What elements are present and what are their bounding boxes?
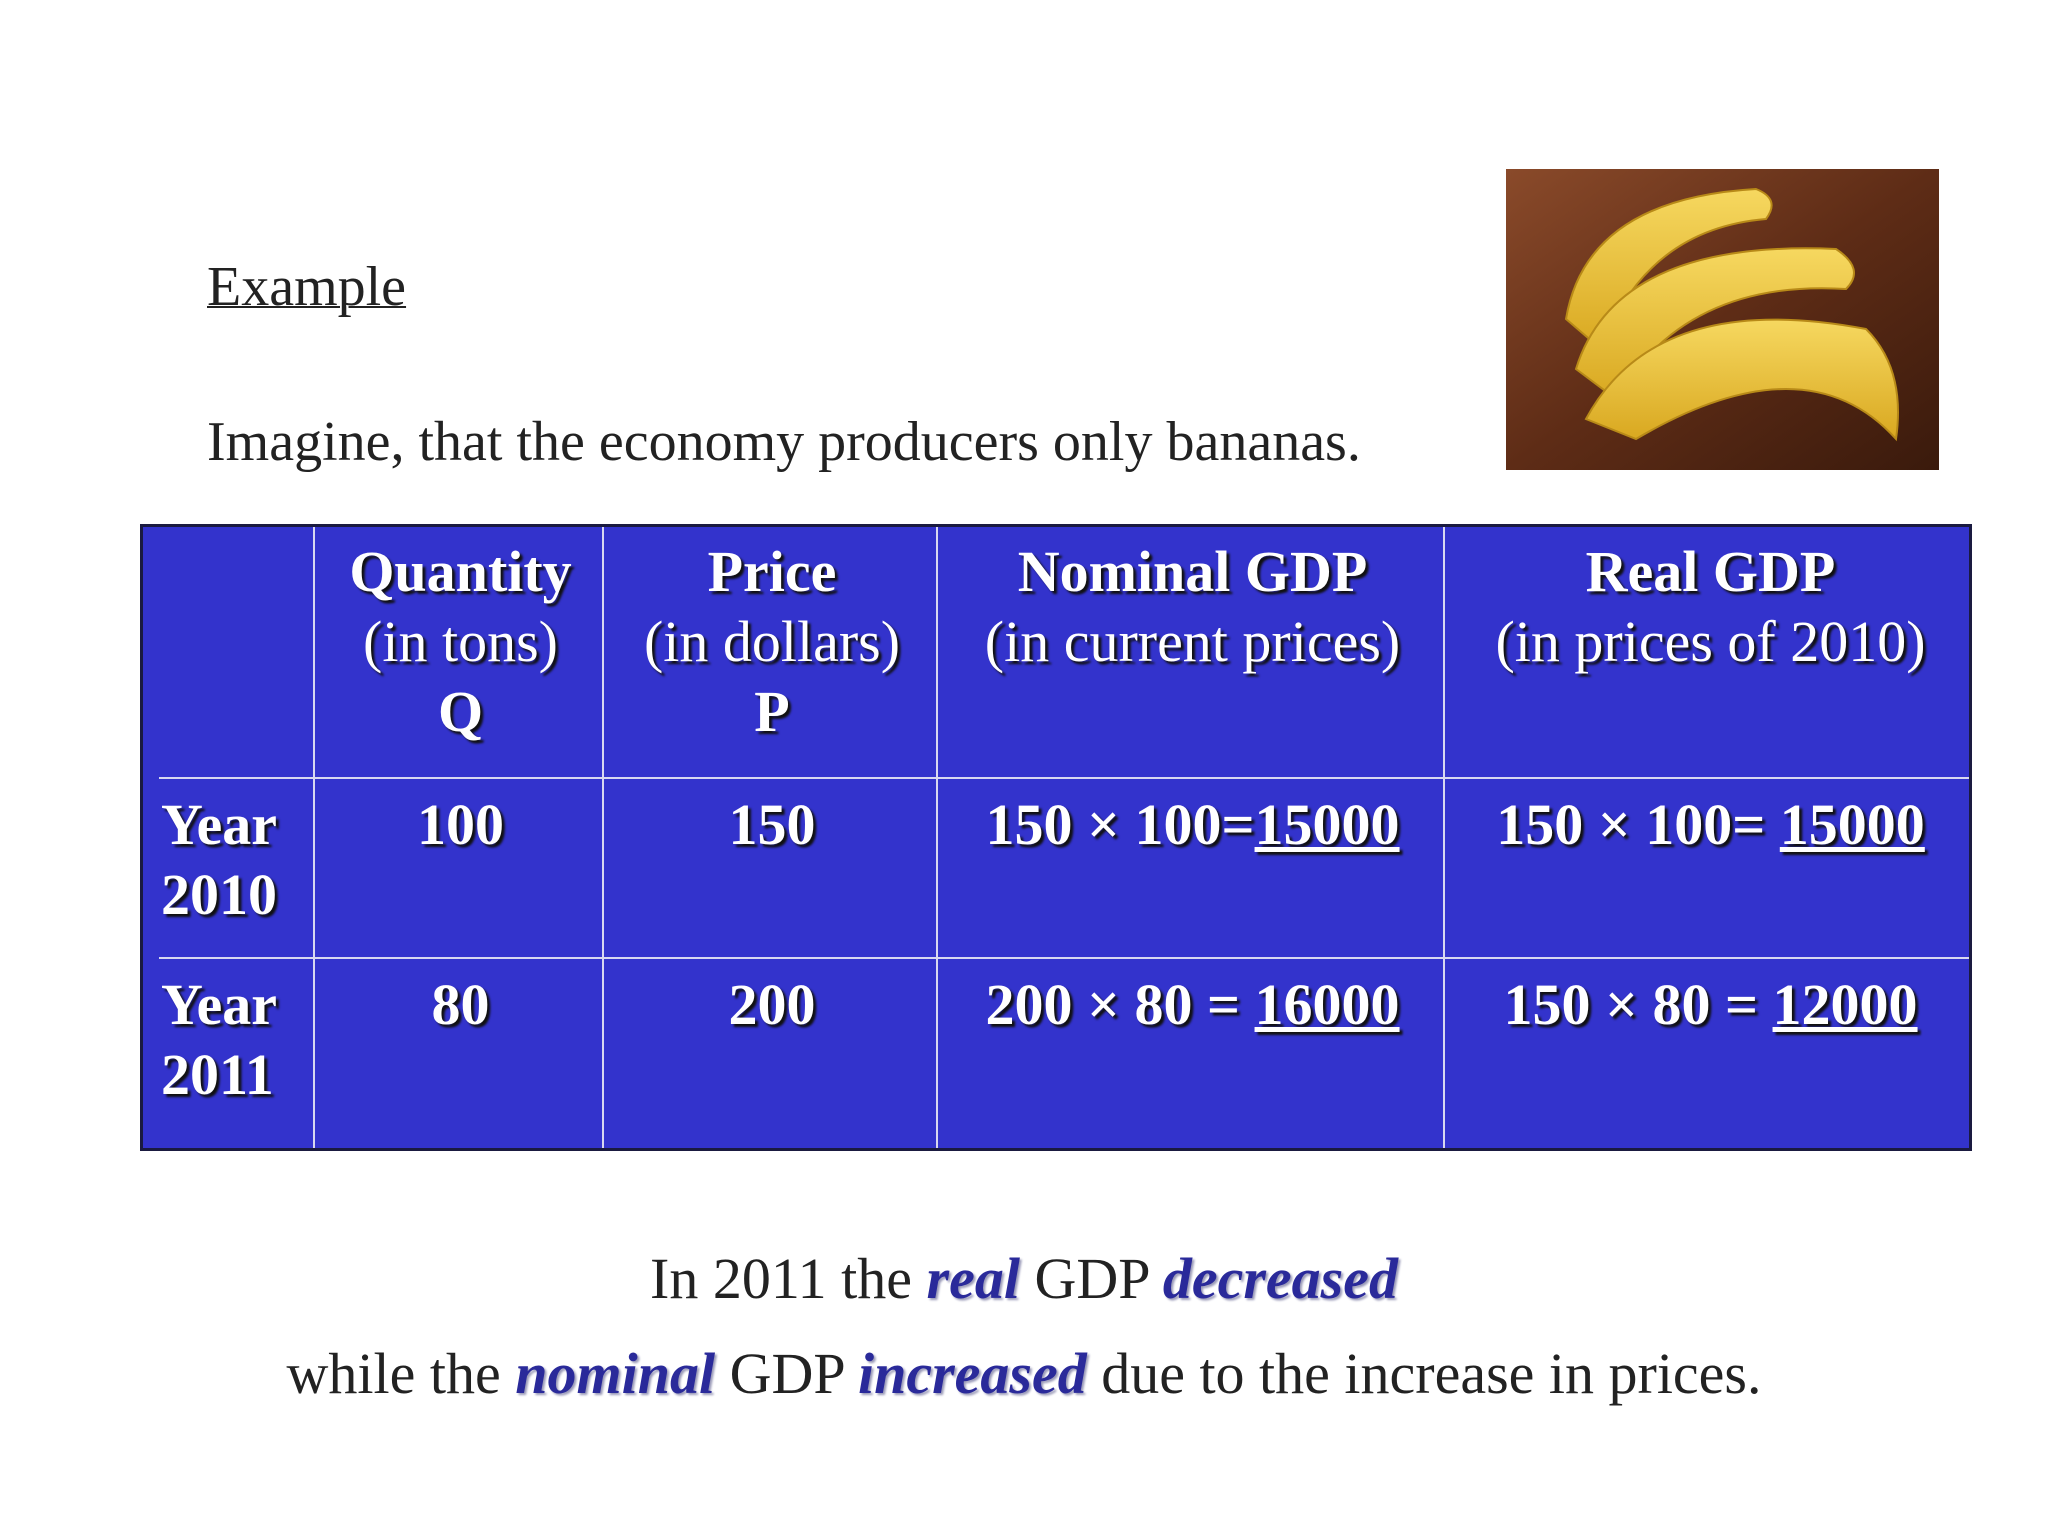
text-run: GDP [1019,1246,1163,1311]
table-cell: 200 × 80 = 16000 [939,970,1446,1040]
header-line: Real GDP [1585,539,1836,604]
text-run: In 2011 the [650,1246,927,1311]
row-label-line: 2011 [161,1042,274,1107]
text-run: while the [286,1341,516,1406]
formula: 150 × 100= [1496,792,1780,857]
header-line: (in dollars) [643,609,901,674]
intro-text: Imagine, that the economy producers only… [207,411,1361,473]
header-line: Nominal GDP [1017,539,1368,604]
column-divider [936,527,938,1148]
header-line: Quantity [349,539,572,604]
column-divider [1443,527,1445,1148]
row-divider [159,777,1969,779]
column-divider [602,527,604,1148]
formula: 200 × 80 = [985,972,1255,1037]
text-run: due to the increase in prices. [1086,1341,1762,1406]
formula: 150 × 80 = [1503,972,1773,1037]
formula-result: 16000 [1254,972,1400,1037]
row-divider [159,957,1969,959]
row-label-line: 2010 [161,862,277,927]
table-cell: 150 [728,792,816,857]
text-run: GDP [715,1341,858,1406]
conclusion-line: In 2011 the real GDP decreased [0,1245,2048,1312]
heading: Example [207,256,407,318]
table-cell: 150 × 100=15000 [939,790,1446,860]
formula-result: 15000 [1779,792,1925,857]
header-line: (in prices of 2010) [1495,609,1926,674]
row-label: Year 2010 [161,790,277,930]
emphasis: decreased [1162,1246,1398,1311]
formula-result: 12000 [1772,972,1918,1037]
table-cell: 150 × 100= 15000 [1446,790,1975,860]
column-header: Quantity (in tons) Q [316,537,605,747]
column-header: Nominal GDP (in current prices) [939,537,1446,677]
row-label-line: Year [161,792,277,857]
table-cell: 100 [417,792,504,857]
header-line: (in tons) [363,609,558,674]
table-cell: 80 [431,972,490,1037]
formula: 150 × 100= [985,792,1255,857]
table-cell: 200 [728,972,816,1037]
column-header: Real GDP (in prices of 2010) [1446,537,1975,677]
emphasis: real [926,1246,1020,1311]
emphasis: nominal [515,1341,716,1406]
header-line: P [754,679,790,744]
column-header: Price (in dollars) P [605,537,939,747]
formula-result: 15000 [1254,792,1400,857]
emphasis: increased [857,1341,1087,1406]
header-line: Price [707,539,837,604]
row-label: Year 2011 [161,970,277,1110]
column-divider [313,527,315,1148]
conclusion-line: while the nominal GDP increased due to t… [0,1340,2048,1407]
banana-photo [1506,169,1939,470]
header-line: (in current prices) [984,609,1401,674]
row-label-line: Year [161,972,277,1037]
table-cell: 150 × 80 = 12000 [1446,970,1975,1040]
header-line: Q [437,679,484,744]
gdp-table: Quantity (in tons) Q Price (in dollars) P Nomi… [140,524,1972,1151]
